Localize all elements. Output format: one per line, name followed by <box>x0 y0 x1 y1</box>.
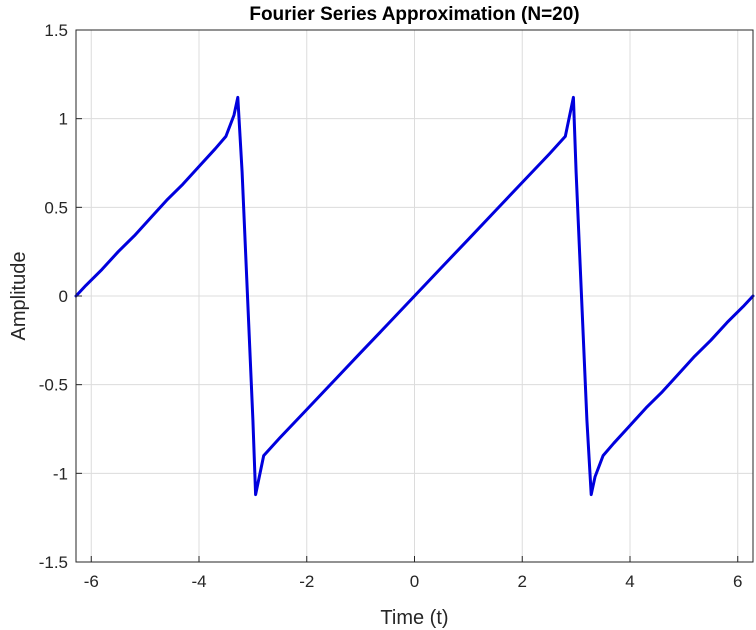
y-tick-label: 1.5 <box>44 21 68 40</box>
y-tick-label: -1.5 <box>39 553 68 572</box>
y-axis-label: Amplitude <box>8 252 30 341</box>
x-tick-label: 2 <box>518 572 527 591</box>
y-tick-label: 0 <box>59 287 68 306</box>
x-axis-label: Time (t) <box>380 607 448 629</box>
chart-title: Fourier Series Approximation (N=20) <box>249 4 579 25</box>
y-tick-label: -0.5 <box>39 376 68 395</box>
x-tick-label: 6 <box>733 572 742 591</box>
series-layer <box>74 95 755 497</box>
series-line <box>74 95 755 497</box>
x-tick-label: -6 <box>84 572 99 591</box>
ticks-layer: -6 -4 -2 0 2 4 6 -1.5 -1 -0.5 0 0.5 1 1.5 <box>39 21 743 591</box>
x-tick-label: -4 <box>191 572 206 591</box>
y-tick-label: 1 <box>59 110 68 129</box>
x-tick-label: 4 <box>625 572 634 591</box>
x-tick-label: -2 <box>299 572 314 591</box>
x-tick-label: 0 <box>410 572 419 591</box>
y-tick-label: -1 <box>53 464 68 483</box>
y-tick-label: 0.5 <box>44 198 68 217</box>
